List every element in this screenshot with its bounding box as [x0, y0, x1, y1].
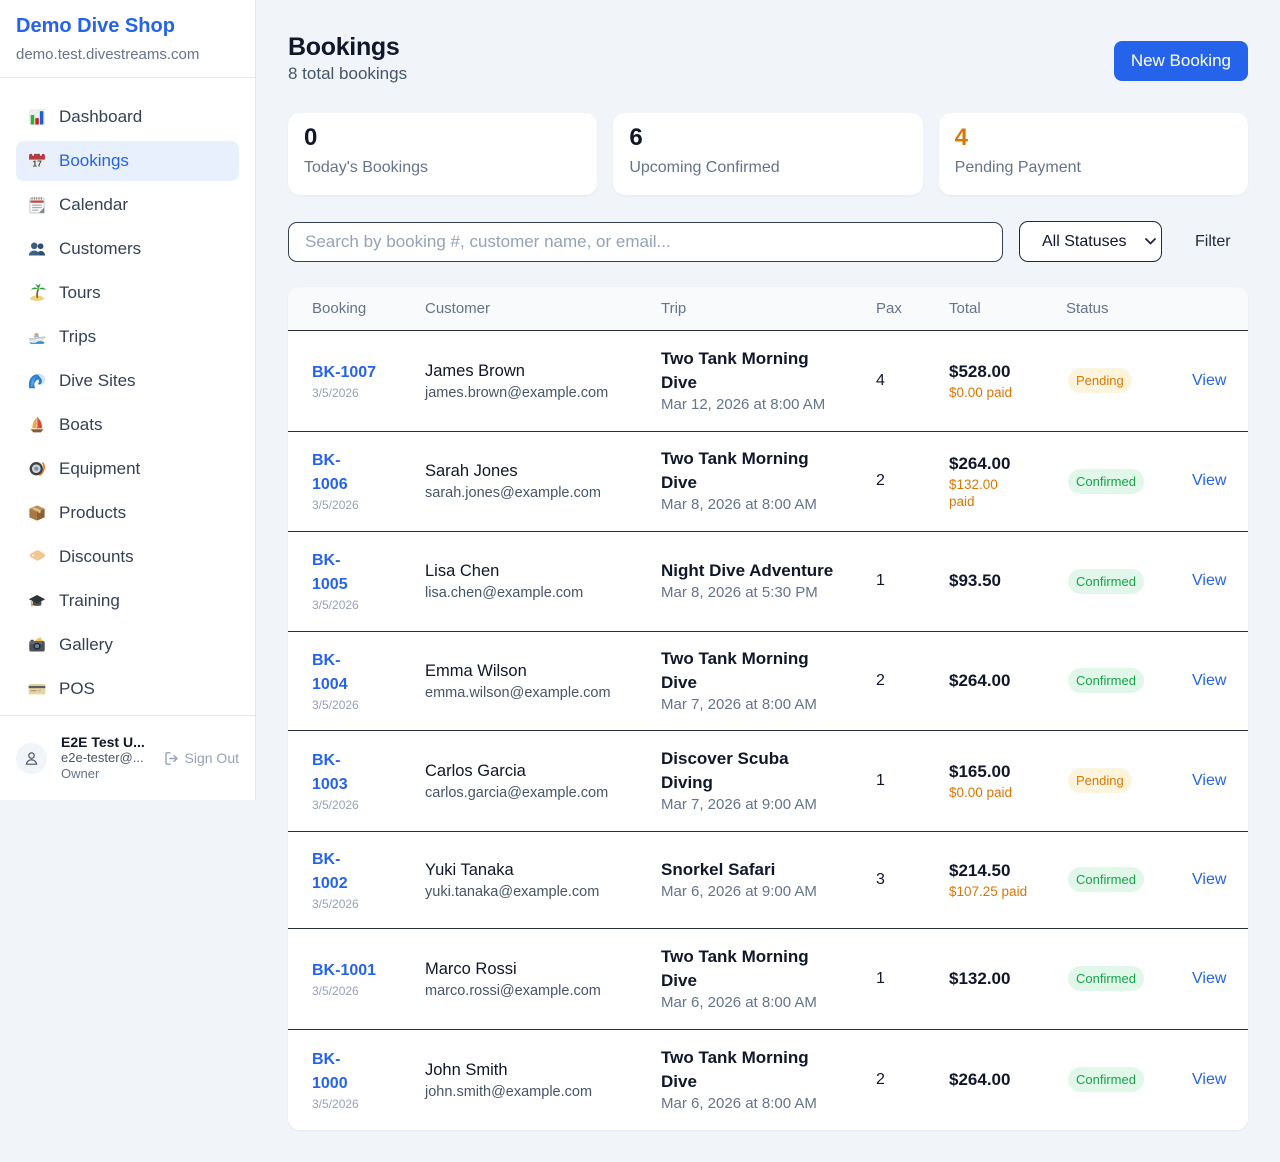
svg-text:17: 17 [32, 158, 42, 168]
